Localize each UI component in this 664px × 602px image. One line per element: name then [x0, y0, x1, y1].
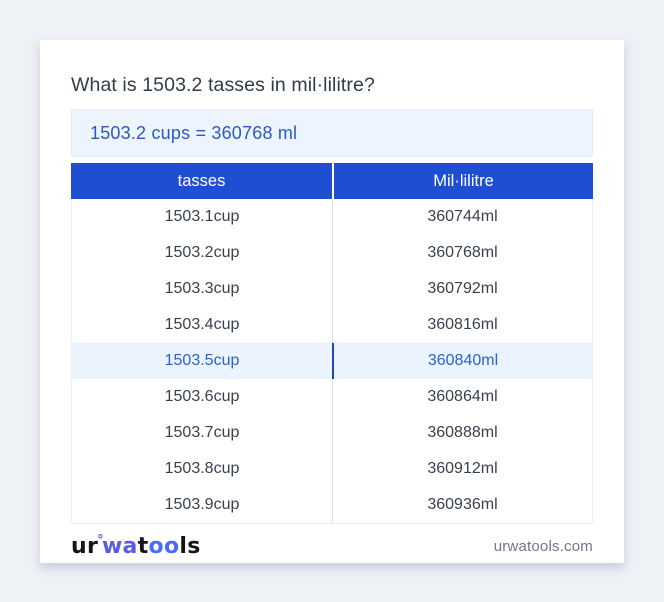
ml-cell: 360816ml	[332, 307, 592, 343]
logo-part-oo: oo	[148, 533, 180, 559]
logo-ring-icon: °	[97, 532, 104, 548]
ml-cell: 360768ml	[332, 235, 592, 271]
conversion-card: What is 1503.2 tasses in mil·lilitre? 15…	[40, 40, 624, 563]
table-row[interactable]: 1503.4cup 360816ml	[72, 307, 592, 343]
table-row[interactable]: 1503.6cup 360864ml	[72, 379, 592, 415]
tasses-cell: 1503.8cup	[164, 460, 240, 477]
page-title: What is 1503.2 tasses in mil·lilitre?	[71, 74, 375, 96]
logo-part-wa: wa	[101, 533, 138, 559]
table-row[interactable]: 1503.1cup 360744ml	[72, 199, 592, 235]
tasses-cell: 1503.2cup	[164, 244, 240, 261]
ml-cell: 360912ml	[332, 451, 592, 487]
ml-cell: 360936ml	[332, 487, 592, 523]
table-header-millilitre: Mil·lilitre	[332, 163, 593, 199]
logo-part-ls: ls	[179, 533, 201, 559]
ml-cell: 360792ml	[332, 271, 592, 307]
logo-part-t: t	[137, 533, 149, 559]
tasses-cell: 1503.3cup	[164, 280, 240, 297]
ml-cell: 360864ml	[332, 379, 592, 415]
tasses-cell: 1503.9cup	[164, 496, 240, 513]
urwatools-logo[interactable]: ur ° wa t oo ls	[71, 532, 201, 559]
tasses-cell: 1503.5cup	[164, 352, 240, 369]
table-header-row: tasses Mil·lilitre	[71, 163, 593, 199]
table-row-highlighted[interactable]: 1503.5cup 360840ml	[72, 343, 592, 379]
table-row[interactable]: 1503.9cup 360936ml	[72, 487, 592, 523]
table-body: 1503.1cup 360744ml 1503.2cup 360768ml 15…	[71, 199, 593, 524]
table-header-tasses: tasses	[177, 171, 226, 190]
card-footer: ur ° wa t oo ls urwatools.com	[71, 524, 593, 566]
tasses-cell: 1503.7cup	[164, 424, 240, 441]
tasses-cell: 1503.6cup	[164, 388, 240, 405]
ml-cell: 360744ml	[332, 199, 592, 235]
tasses-cell: 1503.1cup	[164, 208, 240, 225]
table-row[interactable]: 1503.7cup 360888ml	[72, 415, 592, 451]
conversion-result-text: 1503.2 cups = 360768 ml	[90, 122, 298, 143]
table-row[interactable]: 1503.8cup 360912ml	[72, 451, 592, 487]
table-row[interactable]: 1503.2cup 360768ml	[72, 235, 592, 271]
conversion-result-box: 1503.2 cups = 360768 ml	[71, 109, 593, 157]
tasses-cell: 1503.4cup	[164, 316, 240, 333]
conversion-table: tasses Mil·lilitre 1503.1cup 360744ml 15…	[71, 163, 593, 524]
site-domain-text: urwatools.com	[493, 537, 593, 555]
ml-cell: 360840ml	[332, 343, 592, 379]
logo-part-ur: ur	[71, 533, 99, 559]
ml-cell: 360888ml	[332, 415, 592, 451]
table-row[interactable]: 1503.3cup 360792ml	[72, 271, 592, 307]
